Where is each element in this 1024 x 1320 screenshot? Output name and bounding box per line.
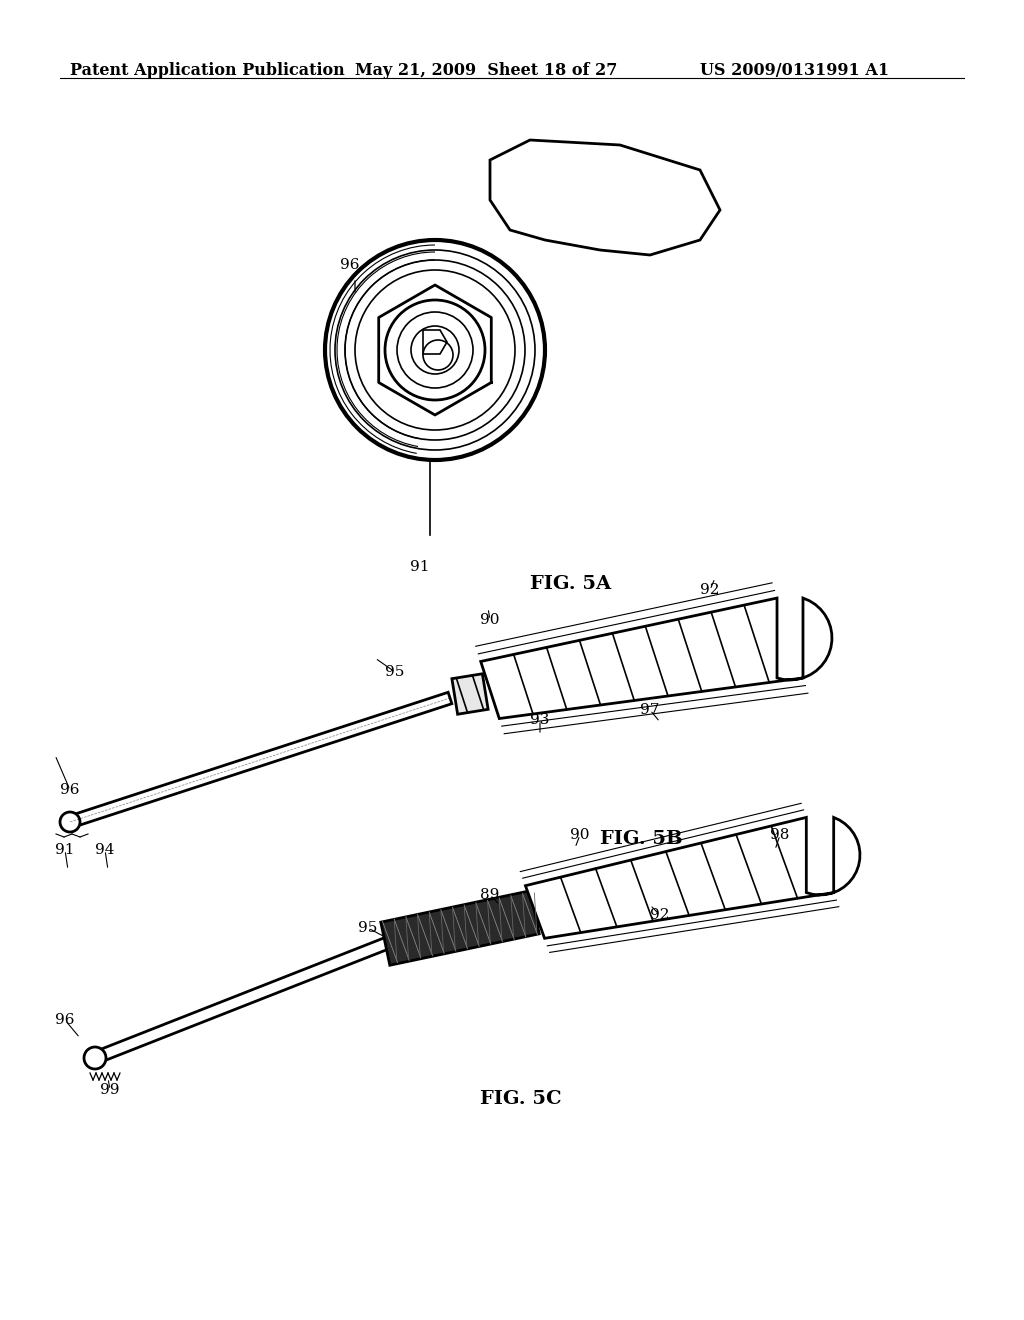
Polygon shape (381, 891, 540, 965)
Polygon shape (423, 330, 447, 354)
Text: FIG. 5B: FIG. 5B (600, 830, 683, 847)
Text: 91: 91 (410, 560, 429, 574)
Text: May 21, 2009  Sheet 18 of 27: May 21, 2009 Sheet 18 of 27 (355, 62, 617, 79)
Polygon shape (525, 817, 860, 939)
Circle shape (84, 1047, 106, 1069)
Text: 99: 99 (100, 1082, 120, 1097)
Text: US 2009/0131991 A1: US 2009/0131991 A1 (700, 62, 889, 79)
Text: 95: 95 (358, 921, 378, 935)
Text: FIG. 5C: FIG. 5C (480, 1090, 561, 1107)
Text: 95: 95 (385, 665, 404, 678)
Polygon shape (93, 936, 392, 1064)
Text: 97: 97 (640, 704, 659, 717)
Polygon shape (69, 692, 452, 828)
Text: 90: 90 (480, 612, 500, 627)
Text: Patent Application Publication: Patent Application Publication (70, 62, 345, 79)
Polygon shape (452, 673, 488, 714)
Text: 93: 93 (530, 713, 550, 727)
Circle shape (411, 326, 459, 374)
Text: 96: 96 (340, 257, 359, 272)
Circle shape (60, 812, 80, 832)
Text: 90: 90 (570, 828, 590, 842)
Text: 92: 92 (650, 908, 670, 921)
Text: 96: 96 (55, 1012, 75, 1027)
Text: 91: 91 (55, 843, 75, 857)
Text: 92: 92 (700, 583, 720, 597)
Text: 96: 96 (60, 783, 80, 797)
Polygon shape (480, 598, 831, 718)
Text: 94: 94 (95, 843, 115, 857)
Text: FIG. 5A: FIG. 5A (530, 576, 611, 593)
Text: 98: 98 (770, 828, 790, 842)
Text: 89: 89 (480, 888, 500, 902)
